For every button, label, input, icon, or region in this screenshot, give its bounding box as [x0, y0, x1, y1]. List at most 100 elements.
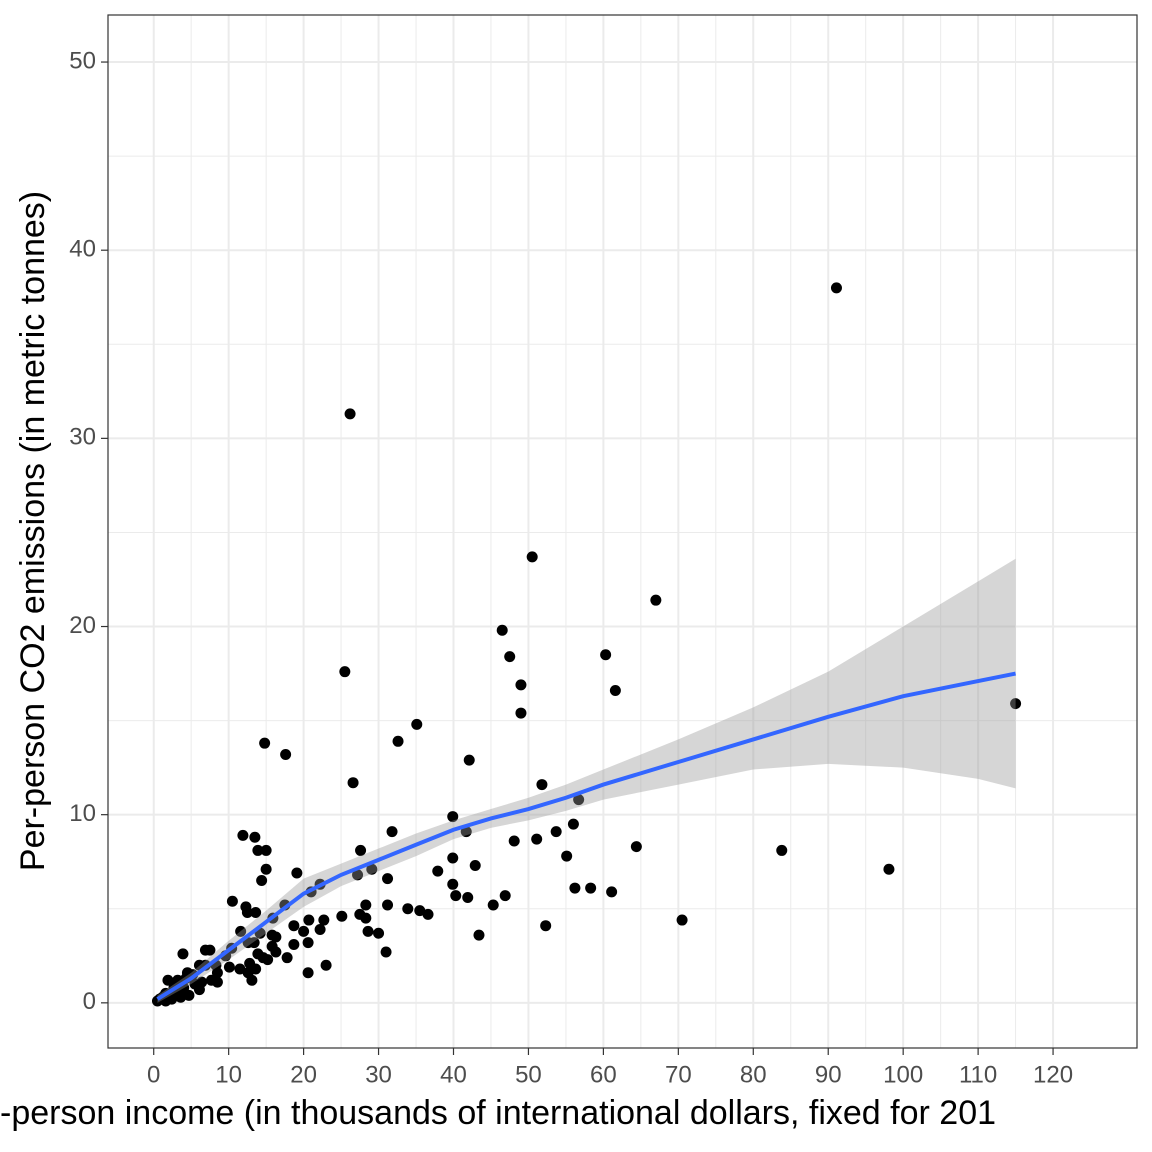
- point: [199, 944, 211, 956]
- point: [281, 952, 293, 964]
- point: [288, 920, 300, 932]
- grid: [108, 15, 1137, 1048]
- point: [567, 818, 579, 830]
- point: [650, 594, 662, 606]
- point: [260, 863, 272, 875]
- point: [211, 967, 223, 979]
- point: [432, 865, 444, 877]
- point: [183, 989, 195, 1001]
- x-tick-label: 40: [440, 1061, 467, 1088]
- x-tick-label: 0: [147, 1061, 160, 1088]
- axes: 0 10 20 30 40 50 60 70 80 90 100 110 120 0 10 20 30 40 50: [69, 47, 1073, 1088]
- point: [336, 910, 348, 922]
- point: [234, 963, 246, 975]
- point: [177, 948, 189, 960]
- point: [250, 963, 262, 975]
- point: [249, 831, 261, 843]
- point: [235, 925, 247, 937]
- point: [540, 920, 552, 932]
- point: [414, 905, 426, 917]
- point: [270, 946, 282, 958]
- point: [175, 991, 187, 1003]
- point: [402, 903, 414, 915]
- x-tick-label: 120: [1033, 1061, 1073, 1088]
- x-tick-label: 20: [290, 1061, 317, 1088]
- point: [487, 899, 499, 911]
- point: [298, 925, 310, 937]
- x-axis-title: -person income (in thousands of internat…: [0, 1094, 996, 1132]
- y-tick-label: 20: [69, 612, 96, 639]
- point: [303, 914, 315, 926]
- point: [386, 826, 398, 838]
- point: [252, 844, 264, 856]
- point: [573, 794, 585, 806]
- point: [469, 859, 481, 871]
- point: [266, 929, 278, 941]
- point: [237, 829, 249, 841]
- point: [776, 844, 788, 856]
- y-tick-label: 0: [83, 988, 96, 1015]
- point: [347, 777, 359, 789]
- point: [473, 929, 485, 941]
- point: [280, 748, 292, 760]
- point: [411, 718, 423, 730]
- point: [609, 684, 621, 696]
- point: [320, 959, 332, 971]
- x-tick-label: 30: [365, 1061, 392, 1088]
- point: [339, 666, 351, 678]
- point: [462, 891, 474, 903]
- point: [246, 974, 258, 986]
- point: [241, 907, 253, 919]
- point: [600, 649, 612, 661]
- smooth-line: [156, 671, 1016, 1001]
- x-tick-label: 80: [740, 1061, 767, 1088]
- point: [550, 826, 562, 838]
- point: [262, 954, 274, 966]
- point: [447, 811, 459, 823]
- confidence-band: [157, 558, 1016, 1003]
- point: [496, 624, 508, 636]
- point: [504, 651, 516, 663]
- point: [536, 779, 548, 791]
- point: [162, 974, 174, 986]
- point: [314, 923, 326, 935]
- point: [499, 890, 511, 902]
- point: [380, 946, 392, 958]
- point: [569, 882, 581, 894]
- point: [526, 551, 538, 563]
- x-tick-label: 110: [959, 1061, 997, 1088]
- point: [250, 907, 262, 919]
- point: [360, 912, 372, 924]
- point: [288, 939, 300, 951]
- point: [344, 408, 356, 420]
- point: [561, 850, 573, 862]
- point: [515, 707, 527, 719]
- point: [382, 899, 394, 911]
- point: [362, 925, 374, 937]
- point: [422, 908, 434, 920]
- point: [508, 835, 520, 847]
- point: [531, 833, 543, 845]
- point: [630, 841, 642, 853]
- point: [302, 967, 314, 979]
- point: [318, 914, 330, 926]
- point: [373, 927, 385, 939]
- point: [248, 937, 260, 949]
- plot-area: [151, 282, 1022, 1007]
- y-tick-label: 40: [69, 236, 96, 263]
- point: [223, 961, 235, 973]
- y-axis-title: Per-person CO2 emissions (in metric tonn…: [14, 191, 52, 871]
- point: [302, 937, 314, 949]
- point: [883, 863, 895, 875]
- y-tick-label: 10: [69, 800, 96, 827]
- point: [211, 976, 223, 988]
- point: [447, 878, 459, 890]
- point: [463, 754, 475, 766]
- point: [260, 844, 272, 856]
- point: [585, 882, 597, 894]
- point: [392, 735, 404, 747]
- y-tick-label: 30: [69, 424, 96, 451]
- point: [450, 890, 462, 902]
